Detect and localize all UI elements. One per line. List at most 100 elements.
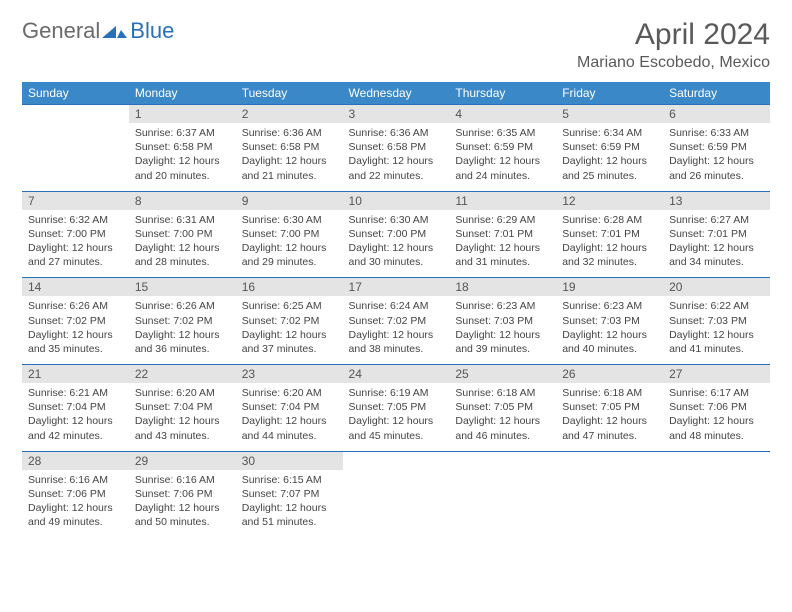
day-number: 8 — [129, 191, 236, 210]
sunrise-text: Sunrise: 6:19 AM — [349, 386, 444, 400]
sunset-text: Sunset: 7:00 PM — [28, 227, 123, 241]
day-number: 6 — [663, 105, 770, 124]
day1-text: Daylight: 12 hours — [669, 328, 764, 342]
day2-text: and 41 minutes. — [669, 342, 764, 356]
day-cell: Sunrise: 6:20 AMSunset: 7:04 PMDaylight:… — [129, 383, 236, 451]
sunrise-text: Sunrise: 6:35 AM — [455, 126, 550, 140]
day1-text: Daylight: 12 hours — [669, 241, 764, 255]
sunrise-text: Sunrise: 6:27 AM — [669, 213, 764, 227]
day-cell: Sunrise: 6:24 AMSunset: 7:02 PMDaylight:… — [343, 296, 450, 364]
content-row: Sunrise: 6:26 AMSunset: 7:02 PMDaylight:… — [22, 296, 770, 364]
sunset-text: Sunset: 7:05 PM — [562, 400, 657, 414]
sunrise-text: Sunrise: 6:18 AM — [455, 386, 550, 400]
day2-text: and 40 minutes. — [562, 342, 657, 356]
day-cell: Sunrise: 6:26 AMSunset: 7:02 PMDaylight:… — [129, 296, 236, 364]
dow-thursday: Thursday — [449, 82, 556, 105]
sunrise-text: Sunrise: 6:36 AM — [242, 126, 337, 140]
daynum-row: 282930 — [22, 451, 770, 470]
day1-text: Daylight: 12 hours — [242, 501, 337, 515]
day-number — [343, 451, 450, 470]
day-cell: Sunrise: 6:27 AMSunset: 7:01 PMDaylight:… — [663, 210, 770, 278]
sunset-text: Sunset: 7:02 PM — [28, 314, 123, 328]
day2-text: and 25 minutes. — [562, 169, 657, 183]
day2-text: and 26 minutes. — [669, 169, 764, 183]
day-cell: Sunrise: 6:30 AMSunset: 7:00 PMDaylight:… — [236, 210, 343, 278]
header: General Blue April 2024 Mariano Escobedo… — [22, 18, 770, 72]
calendar-table: Sunday Monday Tuesday Wednesday Thursday… — [22, 82, 770, 537]
sunset-text: Sunset: 7:02 PM — [135, 314, 230, 328]
logo: General Blue — [22, 18, 174, 44]
day-cell: Sunrise: 6:21 AMSunset: 7:04 PMDaylight:… — [22, 383, 129, 451]
day2-text: and 34 minutes. — [669, 255, 764, 269]
day2-text: and 21 minutes. — [242, 169, 337, 183]
day-number: 26 — [556, 365, 663, 384]
day-number: 3 — [343, 105, 450, 124]
day-cell: Sunrise: 6:18 AMSunset: 7:05 PMDaylight:… — [556, 383, 663, 451]
day2-text: and 39 minutes. — [455, 342, 550, 356]
day-number: 27 — [663, 365, 770, 384]
day-cell: Sunrise: 6:25 AMSunset: 7:02 PMDaylight:… — [236, 296, 343, 364]
sunset-text: Sunset: 7:04 PM — [28, 400, 123, 414]
day2-text: and 36 minutes. — [135, 342, 230, 356]
content-row: Sunrise: 6:32 AMSunset: 7:00 PM Daylight:… — [22, 210, 770, 278]
sunset-text: Sunset: 7:01 PM — [562, 227, 657, 241]
sunset-text: Sunset: 7:03 PM — [669, 314, 764, 328]
sunset-text: Sunset: 7:02 PM — [349, 314, 444, 328]
sunrise-text: Sunrise: 6:17 AM — [669, 386, 764, 400]
day2-text: and 20 minutes. — [135, 169, 230, 183]
day-cell: Sunrise: 6:16 AMSunset: 7:06 PMDaylight:… — [129, 470, 236, 538]
day-number — [22, 105, 129, 124]
sunset-text: Sunset: 6:59 PM — [669, 140, 764, 154]
day-number: 29 — [129, 451, 236, 470]
day1-text: Daylight: 12 hours — [455, 414, 550, 428]
day2-text: and 22 minutes. — [349, 169, 444, 183]
day-cell: Sunrise: 6:18 AMSunset: 7:05 PMDaylight:… — [449, 383, 556, 451]
sunset-text: Sunset: 7:07 PM — [242, 487, 337, 501]
content-row: Sunrise: 6:21 AMSunset: 7:04 PMDaylight:… — [22, 383, 770, 451]
day1-text: Daylight: 12 hours — [242, 414, 337, 428]
day1-text: Daylight: 12 hours — [669, 154, 764, 168]
sunrise-text: Sunrise: 6:26 AM — [135, 299, 230, 313]
day-cell: Sunrise: 6:19 AMSunset: 7:05 PMDaylight:… — [343, 383, 450, 451]
day2-text: and 45 minutes. — [349, 429, 444, 443]
sunrise-text: Sunrise: 6:33 AM — [669, 126, 764, 140]
day1-text: Daylight: 12 hours — [455, 241, 550, 255]
day1-text: Daylight: 12 hours — [28, 328, 123, 342]
sunset-text: Sunset: 6:59 PM — [455, 140, 550, 154]
day1-text: Daylight: 12 hours — [349, 154, 444, 168]
day2-text: and 44 minutes. — [242, 429, 337, 443]
sunset-text: Sunset: 7:05 PM — [349, 400, 444, 414]
logo-mark-icon — [102, 22, 128, 40]
day1-text: Daylight: 12 hours — [349, 241, 444, 255]
sunrise-text: Sunrise: 6:32 AM — [28, 213, 123, 227]
day2-text: and 46 minutes. — [455, 429, 550, 443]
day-cell: Sunrise: 6:15 AMSunset: 7:07 PMDaylight:… — [236, 470, 343, 538]
dow-saturday: Saturday — [663, 82, 770, 105]
page-title: April 2024 — [577, 18, 770, 52]
location-label: Mariano Escobedo, Mexico — [577, 54, 770, 72]
day-cell: Sunrise: 6:30 AMSunset: 7:00 PMDaylight:… — [343, 210, 450, 278]
dow-tuesday: Tuesday — [236, 82, 343, 105]
dow-wednesday: Wednesday — [343, 82, 450, 105]
day1-text: Daylight: 12 hours — [28, 414, 123, 428]
sunset-text: Sunset: 6:59 PM — [562, 140, 657, 154]
sunrise-text: Sunrise: 6:23 AM — [455, 299, 550, 313]
day-number: 9 — [236, 191, 343, 210]
sunset-text: Sunset: 7:03 PM — [562, 314, 657, 328]
day-number: 14 — [22, 278, 129, 297]
day-cell: Sunrise: 6:26 AMSunset: 7:02 PMDaylight:… — [22, 296, 129, 364]
sunrise-text: Sunrise: 6:31 AM — [135, 213, 230, 227]
day2-text: and 29 minutes. — [242, 255, 337, 269]
dow-friday: Friday — [556, 82, 663, 105]
day-number: 22 — [129, 365, 236, 384]
title-block: April 2024 Mariano Escobedo, Mexico — [577, 18, 770, 72]
day2-text: and 43 minutes. — [135, 429, 230, 443]
day2-text: and 37 minutes. — [242, 342, 337, 356]
day-cell — [556, 470, 663, 538]
day-header-row: Sunday Monday Tuesday Wednesday Thursday… — [22, 82, 770, 105]
day2-text: and 31 minutes. — [455, 255, 550, 269]
day-number — [556, 451, 663, 470]
day1-text: Daylight: 12 hours — [135, 241, 230, 255]
sunrise-text: Sunrise: 6:25 AM — [242, 299, 337, 313]
sunset-text: Sunset: 7:05 PM — [455, 400, 550, 414]
